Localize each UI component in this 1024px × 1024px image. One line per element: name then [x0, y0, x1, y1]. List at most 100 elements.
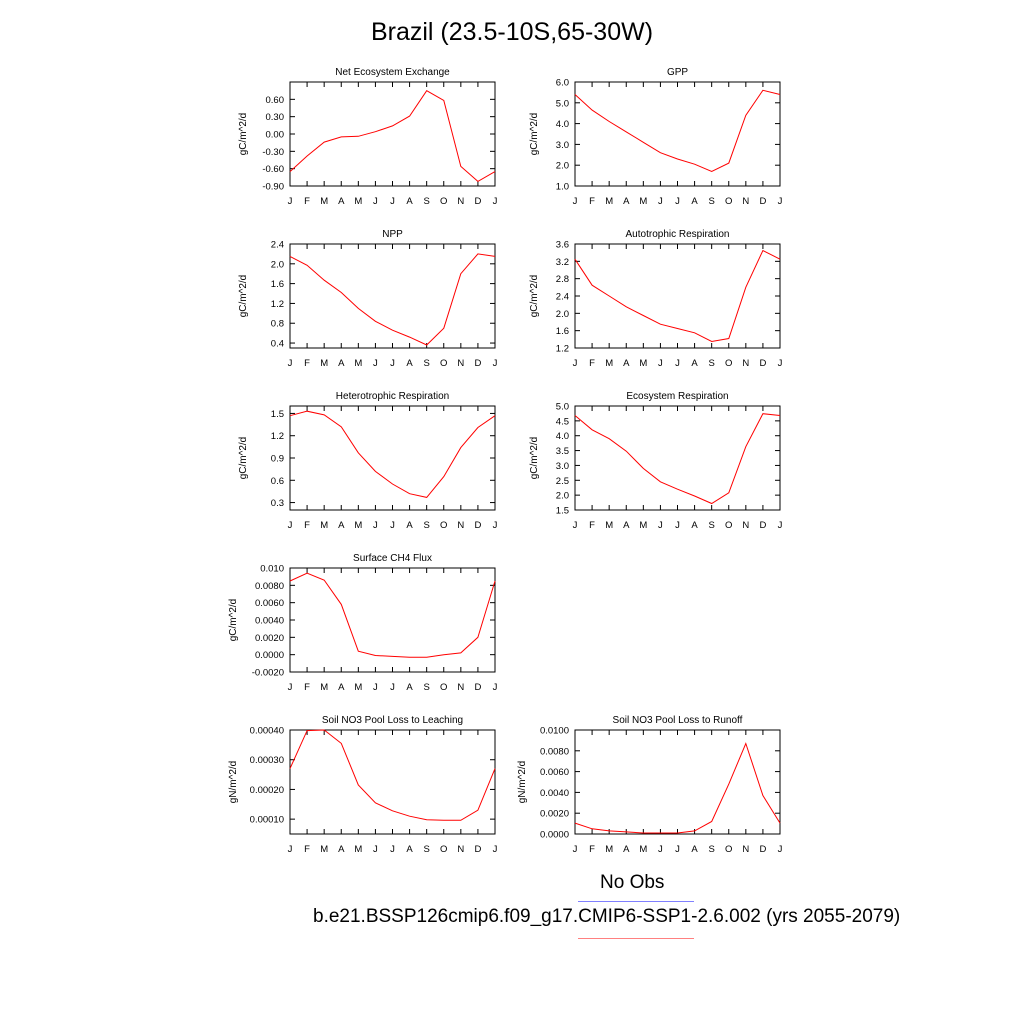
chart-1-title: GPP: [667, 67, 688, 78]
chart-7-xtick-label: D: [474, 844, 481, 855]
chart-1-ytick-label: 1.0: [556, 182, 569, 193]
chart-3-ytick-label: 2.0: [556, 309, 569, 320]
chart-5-xtick-label: D: [759, 520, 766, 531]
chart-8-ytick-label: 0.0100: [540, 726, 569, 737]
chart-0-ytick-label: 0.30: [266, 112, 285, 123]
chart-5-ytick-label: 4.0: [556, 431, 569, 442]
chart-6-xtick-label: A: [406, 682, 413, 693]
chart-7-ylabel: gN/m^2/d: [228, 761, 239, 804]
chart-8-ytick-label: 0.0020: [540, 809, 569, 820]
chart-6-xtick-label: J: [373, 682, 378, 693]
chart-5-xtick-label: J: [778, 520, 783, 531]
chart-2-xtick-label: J: [493, 358, 498, 369]
chart-3-frame: [574, 243, 781, 349]
chart-7-ytick-label: 0.00040: [250, 726, 284, 737]
chart-3-xtick-label: M: [639, 358, 647, 369]
chart-1-xtick-label: J: [573, 196, 578, 207]
chart-4-ylabel: gC/m^2/d: [238, 437, 249, 480]
chart-3-ytick-label: 1.6: [556, 326, 569, 337]
chart-5-ytick-label: 4.5: [556, 416, 569, 427]
chart-5-xtick-label: A: [691, 520, 698, 531]
chart-0-ytick-label: 0.00: [266, 130, 285, 141]
legend-obs-label: No Obs: [600, 872, 665, 893]
chart-1-xtick-label: M: [605, 196, 613, 207]
chart-4-xtick-label: J: [288, 520, 293, 531]
chart-6-ytick-label: 0.0040: [255, 616, 284, 627]
chart-6-ytick-label: 0.0080: [255, 581, 284, 592]
chart-5-xtick-label: J: [658, 520, 663, 531]
chart-7-ytick-label: 0.00020: [250, 785, 284, 796]
chart-2-xtick-label: J: [390, 358, 395, 369]
chart-0-xtick-label: J: [390, 196, 395, 207]
chart-3-title: Autotrophic Respiration: [626, 229, 730, 240]
chart-7-xtick-label: S: [423, 844, 429, 855]
chart-4-title: Heterotrophic Respiration: [336, 391, 449, 402]
chart-8-xtick-label: J: [658, 844, 663, 855]
chart-4-xtick-label: J: [493, 520, 498, 531]
chart-8-xtick-label: J: [573, 844, 578, 855]
chart-6-series-line: [289, 572, 496, 658]
chart-1-ytick-label: 5.0: [556, 98, 569, 109]
chart-7-ytick-label: 0.00030: [250, 755, 284, 766]
chart-6-xtick-label: M: [320, 682, 328, 693]
chart-2-xtick-label: A: [338, 358, 345, 369]
chart-1-ytick-label: 6.0: [556, 78, 569, 89]
chart-2-ylabel: gC/m^2/d: [238, 275, 249, 318]
chart-8-xtick-label: D: [759, 844, 766, 855]
chart-0-xtick-label: D: [474, 196, 481, 207]
legend-case-label: b.e21.BSSP126cmip6.f09_g17.CMIP6-SSP1-2.…: [313, 906, 901, 927]
chart-5-title: Ecosystem Respiration: [626, 391, 728, 402]
chart-8-xtick-label: A: [691, 844, 698, 855]
chart-1-xtick-label: A: [691, 196, 698, 207]
chart-5-ytick-label: 2.0: [556, 491, 569, 502]
chart-8-frame: [574, 729, 781, 835]
chart-8-xtick-label: J: [778, 844, 783, 855]
chart-1-xtick-label: S: [708, 196, 714, 207]
chart-2-ytick-label: 1.6: [271, 279, 284, 290]
chart-4-ytick-label: 0.3: [271, 498, 284, 509]
chart-6-xtick-label: N: [457, 682, 464, 693]
chart-0-ytick-label: 0.60: [266, 95, 285, 106]
chart-5-xtick-label: J: [675, 520, 680, 531]
chart-5-xtick-label: A: [623, 520, 630, 531]
chart-1-ytick-label: 3.0: [556, 140, 569, 151]
chart-1-xtick-label: F: [589, 196, 595, 207]
chart-1-xtick-label: M: [639, 196, 647, 207]
chart-0-ytick-label: -0.30: [262, 147, 284, 158]
chart-3-xtick-label: N: [742, 358, 749, 369]
chart-3-ytick-label: 2.8: [556, 274, 569, 285]
chart-2-ytick-label: 1.2: [271, 299, 284, 310]
chart-1-xtick-label: J: [778, 196, 783, 207]
chart-4-xtick-label: A: [338, 520, 345, 531]
chart-6-xtick-label: M: [354, 682, 362, 693]
page-title: Brazil (23.5-10S,65-30W): [370, 18, 654, 46]
chart-2-title: NPP: [382, 229, 403, 240]
chart-5-xtick-label: J: [573, 520, 578, 531]
chart-3-xtick-label: A: [691, 358, 698, 369]
chart-8-xtick-label: M: [639, 844, 647, 855]
chart-1-series-line: [574, 89, 781, 172]
chart-6-ytick-label: -0.0020: [252, 668, 284, 679]
chart-5-ytick-label: 1.5: [556, 506, 569, 517]
chart-7-xtick-label: O: [440, 844, 447, 855]
chart-4-xtick-label: O: [440, 520, 447, 531]
chart-0-ytick-label: -0.60: [262, 164, 284, 175]
chart-3-ytick-label: 2.4: [556, 292, 569, 303]
chart-8-xtick-label: N: [742, 844, 749, 855]
chart-6-xtick-label: D: [474, 682, 481, 693]
chart-5-ytick-label: 3.0: [556, 461, 569, 472]
chart-8-ytick-label: 0.0060: [540, 767, 569, 778]
chart-2-frame: [289, 243, 496, 349]
chart-5-ytick-label: 2.5: [556, 476, 569, 487]
chart-2-ytick-label: 2.4: [271, 240, 284, 251]
chart-2-xtick-label: J: [288, 358, 293, 369]
chart-2-xtick-label: D: [474, 358, 481, 369]
chart-2-xtick-label: M: [354, 358, 362, 369]
chart-1-ytick-label: 4.0: [556, 119, 569, 130]
chart-5-xtick-label: F: [589, 520, 595, 531]
chart-7-xtick-label: J: [373, 844, 378, 855]
chart-8-series-line: [574, 742, 781, 834]
chart-3-series-line: [574, 249, 781, 343]
chart-6-xtick-label: J: [390, 682, 395, 693]
chart-7-xtick-label: F: [304, 844, 310, 855]
